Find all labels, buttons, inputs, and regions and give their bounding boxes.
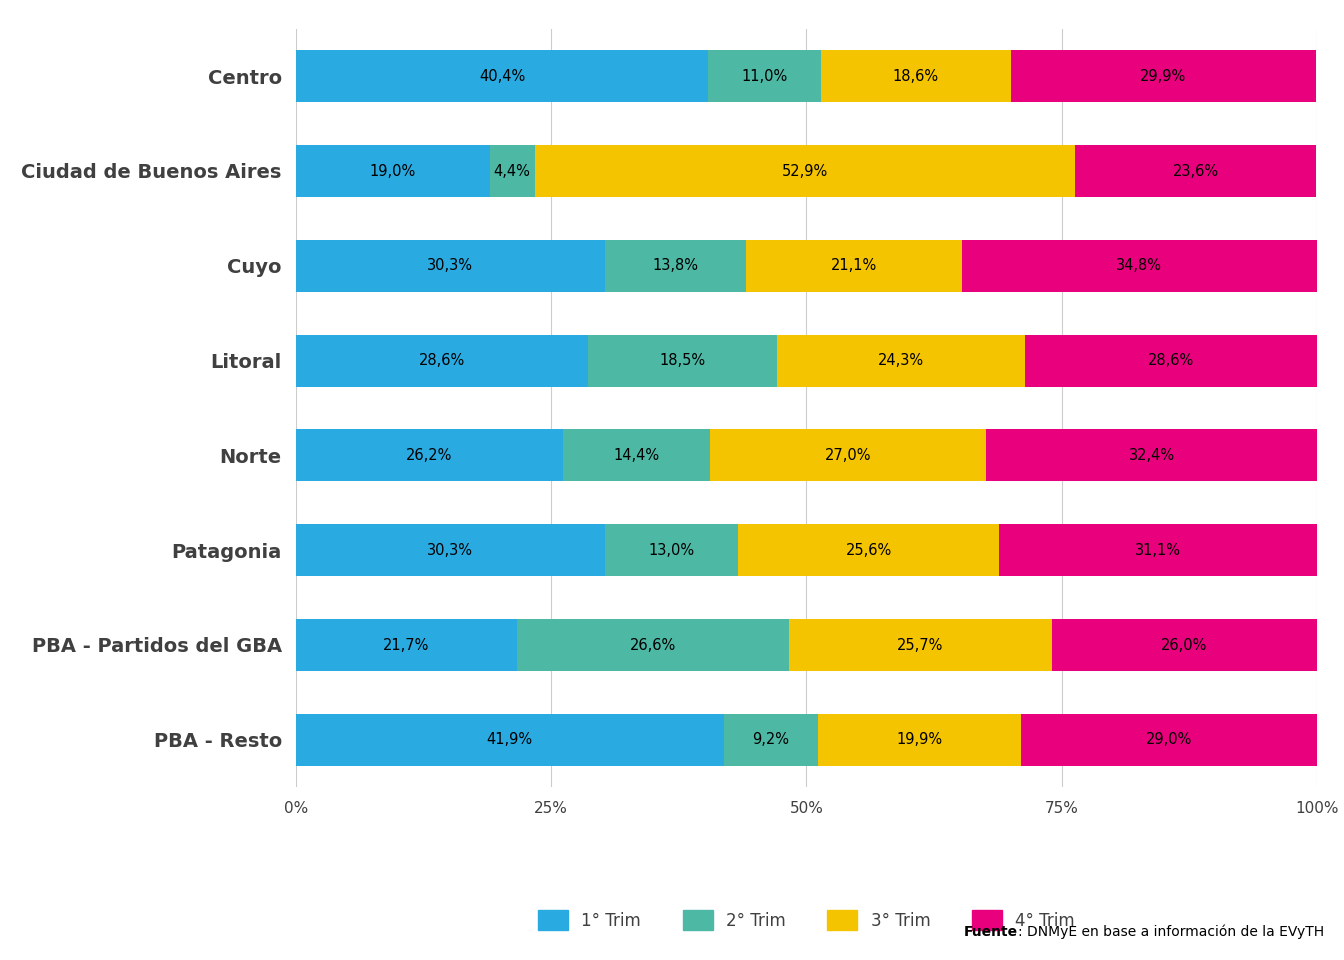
Text: 26,2%: 26,2% (406, 448, 453, 463)
Bar (296, 50, 708, 103)
Bar (489, 145, 535, 197)
Text: 30,3%: 30,3% (427, 542, 473, 558)
Text: 34,8%: 34,8% (1117, 258, 1163, 274)
Bar (517, 619, 789, 671)
Bar (1000, 524, 1317, 576)
Text: 11,0%: 11,0% (742, 69, 788, 84)
Text: 23,6%: 23,6% (1172, 163, 1219, 179)
Text: 18,6%: 18,6% (892, 69, 938, 84)
Text: 26,6%: 26,6% (630, 637, 676, 653)
Text: 52,9%: 52,9% (782, 163, 828, 179)
Bar (296, 145, 489, 197)
Bar (1025, 334, 1317, 387)
Bar (296, 524, 605, 576)
Text: 14,4%: 14,4% (614, 448, 660, 463)
Text: 27,0%: 27,0% (825, 448, 871, 463)
Text: 21,7%: 21,7% (383, 637, 430, 653)
Text: 9,2%: 9,2% (753, 732, 789, 747)
Text: 25,7%: 25,7% (896, 637, 943, 653)
Text: Fuente: Fuente (964, 924, 1017, 939)
Bar (711, 429, 986, 482)
Bar (605, 524, 738, 576)
Bar (587, 334, 777, 387)
Bar (738, 524, 1000, 576)
Bar (296, 713, 723, 766)
Text: 29,0%: 29,0% (1146, 732, 1192, 747)
Bar (296, 240, 605, 292)
Text: 4,4%: 4,4% (493, 163, 531, 179)
Text: 13,8%: 13,8% (653, 258, 699, 274)
Text: 28,6%: 28,6% (1148, 353, 1195, 368)
Bar (563, 429, 711, 482)
Bar (708, 50, 821, 103)
Bar (296, 619, 517, 671)
Bar (746, 240, 962, 292)
Text: 26,0%: 26,0% (1161, 637, 1207, 653)
Bar (1011, 50, 1316, 103)
Bar (535, 145, 1075, 197)
Bar (296, 429, 563, 482)
Bar (296, 334, 587, 387)
Bar (777, 334, 1025, 387)
Bar (723, 713, 817, 766)
Bar (1051, 619, 1317, 671)
Bar (986, 429, 1317, 482)
Bar (1075, 145, 1316, 197)
Text: 30,3%: 30,3% (427, 258, 473, 274)
Text: 32,4%: 32,4% (1129, 448, 1175, 463)
Bar (817, 713, 1021, 766)
Text: 29,9%: 29,9% (1140, 69, 1187, 84)
Text: 19,0%: 19,0% (370, 163, 415, 179)
Text: 25,6%: 25,6% (845, 542, 892, 558)
Text: 24,3%: 24,3% (878, 353, 923, 368)
Text: 18,5%: 18,5% (660, 353, 706, 368)
Legend: 1° Trim, 2° Trim, 3° Trim, 4° Trim: 1° Trim, 2° Trim, 3° Trim, 4° Trim (530, 901, 1083, 939)
Text: 40,4%: 40,4% (478, 69, 526, 84)
Text: : DNMyE en base a información de la EVyTH: : DNMyE en base a información de la EVyT… (1017, 924, 1324, 939)
Bar (605, 240, 746, 292)
Text: 31,1%: 31,1% (1136, 542, 1181, 558)
Bar (1021, 713, 1317, 766)
Text: 28,6%: 28,6% (418, 353, 465, 368)
Bar (962, 240, 1317, 292)
Text: 19,9%: 19,9% (896, 732, 942, 747)
Text: 13,0%: 13,0% (649, 542, 695, 558)
Text: 21,1%: 21,1% (831, 258, 878, 274)
Text: 41,9%: 41,9% (487, 732, 532, 747)
Bar (789, 619, 1051, 671)
Bar (821, 50, 1011, 103)
